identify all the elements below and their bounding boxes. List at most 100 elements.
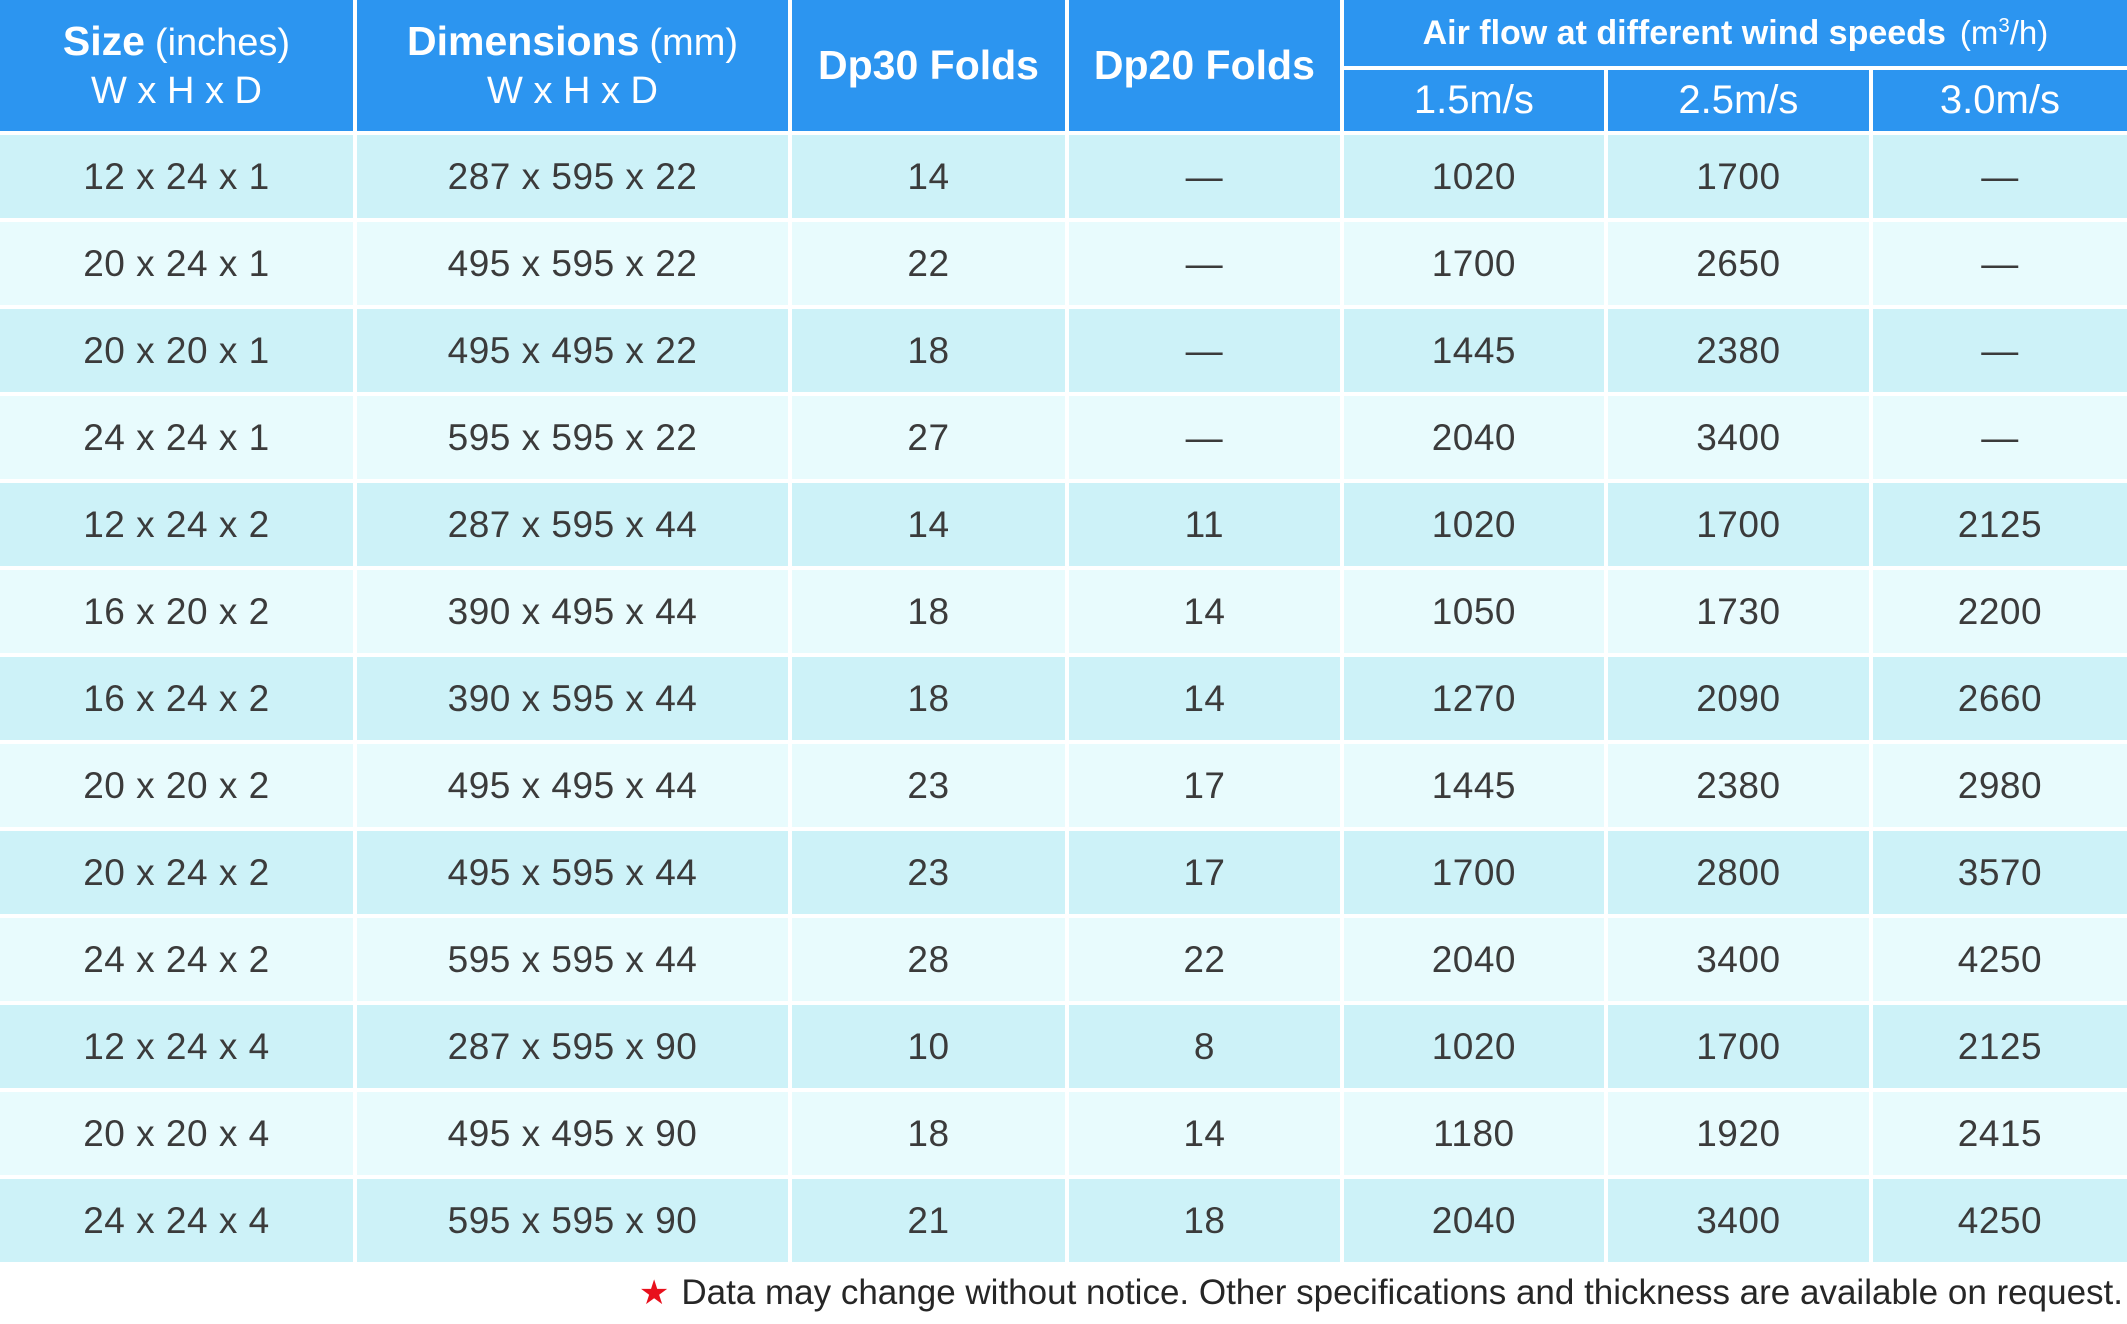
- cell-dimensions: 287 x 595 x 90: [356, 1005, 789, 1088]
- cell-flow-1-5ms: 1050: [1343, 570, 1604, 653]
- cell-flow-2-5ms: 3400: [1607, 918, 1869, 1001]
- cell-flow-1-5ms: 1020: [1343, 483, 1604, 566]
- dimensions-header-unit: (mm): [649, 22, 739, 64]
- cell-dimensions: 595 x 595 x 22: [356, 396, 789, 479]
- cell-flow-2-5ms: 2090: [1607, 657, 1869, 740]
- airflow-unit-open: (m: [1959, 14, 1999, 51]
- cell-dp20-folds: 17: [1068, 831, 1340, 914]
- cell-flow-1-5ms: 1020: [1343, 1005, 1604, 1088]
- cell-size: 24 x 24 x 2: [0, 918, 353, 1001]
- cell-dimensions: 495 x 495 x 44: [356, 744, 789, 827]
- cell-flow-3-0ms: 4250: [1872, 1179, 2127, 1262]
- dimensions-header-title: Dimensions: [407, 18, 640, 64]
- cell-flow-1-5ms: 2040: [1343, 396, 1604, 479]
- cell-dp20-folds: 8: [1068, 1005, 1340, 1088]
- cell-size: 12 x 24 x 1: [0, 135, 353, 218]
- airflow-header-title: Air flow at different wind speeds: [1422, 13, 1946, 52]
- cell-dimensions: 495 x 495 x 90: [356, 1092, 789, 1175]
- footnote-text: Data may change without notice. Other sp…: [681, 1273, 2123, 1312]
- cell-flow-1-5ms: 1180: [1343, 1092, 1604, 1175]
- cell-size: 24 x 24 x 1: [0, 396, 353, 479]
- cell-dp20-folds: —: [1068, 396, 1340, 479]
- cell-dimensions: 595 x 595 x 90: [356, 1179, 789, 1262]
- cell-flow-3-0ms: 2980: [1872, 744, 2127, 827]
- cell-dp30-folds: 14: [792, 135, 1065, 218]
- cell-size: 20 x 20 x 2: [0, 744, 353, 827]
- cell-dp20-folds: 18: [1068, 1179, 1340, 1262]
- cell-flow-2-5ms: 2800: [1607, 831, 1869, 914]
- column-header-dimensions: Dimensions (mm) W x H x D: [356, 0, 789, 131]
- cell-dp30-folds: 28: [792, 918, 1065, 1001]
- column-header-speed-1-5: 1.5m/s: [1343, 70, 1604, 131]
- cell-dp30-folds: 18: [792, 570, 1065, 653]
- cell-dp20-folds: 22: [1068, 918, 1340, 1001]
- cell-flow-1-5ms: 1700: [1343, 222, 1604, 305]
- cell-flow-1-5ms: 1020: [1343, 135, 1604, 218]
- cell-dp30-folds: 18: [792, 1092, 1065, 1175]
- cell-dp30-folds: 18: [792, 309, 1065, 392]
- cell-flow-2-5ms: 1730: [1607, 570, 1869, 653]
- cell-dp20-folds: —: [1068, 135, 1340, 218]
- cell-flow-3-0ms: 2125: [1872, 1005, 2127, 1088]
- cell-flow-3-0ms: —: [1872, 396, 2127, 479]
- cell-size: 12 x 24 x 2: [0, 483, 353, 566]
- cell-dp20-folds: —: [1068, 222, 1340, 305]
- cell-flow-3-0ms: —: [1872, 309, 2127, 392]
- dimensions-header-sub: W x H x D: [487, 69, 658, 112]
- cell-flow-2-5ms: 1700: [1607, 135, 1869, 218]
- star-icon: ★: [638, 1274, 670, 1312]
- cell-dimensions: 390 x 495 x 44: [356, 570, 789, 653]
- cell-flow-2-5ms: 2380: [1607, 744, 1869, 827]
- cell-flow-1-5ms: 1270: [1343, 657, 1604, 740]
- cell-dp30-folds: 23: [792, 831, 1065, 914]
- column-header-dp20-folds: Dp20 Folds: [1068, 0, 1340, 131]
- size-header-sub: W x H x D: [90, 69, 262, 112]
- column-header-speed-2-5: 2.5m/s: [1607, 70, 1869, 131]
- cell-flow-1-5ms: 1445: [1343, 309, 1604, 392]
- cell-size: 20 x 20 x 1: [0, 309, 353, 392]
- cell-size: 20 x 20 x 4: [0, 1092, 353, 1175]
- cell-dp20-folds: 11: [1068, 483, 1340, 566]
- cell-flow-1-5ms: 2040: [1343, 918, 1604, 1001]
- footnote: ★ Data may change without notice. Other …: [0, 1262, 2127, 1324]
- column-header-size: Size (inches) W x H x D: [0, 0, 353, 131]
- cell-flow-2-5ms: 3400: [1607, 1179, 1869, 1262]
- cell-dimensions: 390 x 595 x 44: [356, 657, 789, 740]
- cell-flow-3-0ms: 4250: [1872, 918, 2127, 1001]
- cell-flow-1-5ms: 1445: [1343, 744, 1604, 827]
- cell-dp20-folds: 14: [1068, 657, 1340, 740]
- cell-dp30-folds: 27: [792, 396, 1065, 479]
- cell-dp30-folds: 21: [792, 1179, 1065, 1262]
- cell-flow-3-0ms: 2125: [1872, 483, 2127, 566]
- cell-dp20-folds: —: [1068, 309, 1340, 392]
- cell-flow-2-5ms: 2380: [1607, 309, 1869, 392]
- cell-size: 12 x 24 x 4: [0, 1005, 353, 1088]
- cell-flow-2-5ms: 1700: [1607, 1005, 1869, 1088]
- cell-dimensions: 287 x 595 x 44: [356, 483, 789, 566]
- cell-flow-3-0ms: 2660: [1872, 657, 2127, 740]
- cell-size: 20 x 24 x 1: [0, 222, 353, 305]
- size-header-unit: (inches): [154, 22, 291, 64]
- column-header-speed-3-0: 3.0m/s: [1872, 70, 2127, 131]
- cell-flow-2-5ms: 1920: [1607, 1092, 1869, 1175]
- dimensions-header-line1: Dimensions (mm): [407, 16, 738, 68]
- cell-dp20-folds: 17: [1068, 744, 1340, 827]
- cell-flow-3-0ms: —: [1872, 135, 2127, 218]
- column-header-airflow: Air flow at different wind speeds (m3/h): [1343, 0, 2127, 66]
- airflow-unit-close: /h): [2009, 14, 2049, 51]
- cell-flow-2-5ms: 1700: [1607, 483, 1869, 566]
- cell-dimensions: 495 x 595 x 22: [356, 222, 789, 305]
- airflow-unit-sup: 3: [1998, 14, 2010, 37]
- cell-flow-3-0ms: 3570: [1872, 831, 2127, 914]
- cell-flow-1-5ms: 2040: [1343, 1179, 1604, 1262]
- size-header-line1: Size (inches): [63, 16, 290, 68]
- cell-dp30-folds: 23: [792, 744, 1065, 827]
- cell-dp20-folds: 14: [1068, 1092, 1340, 1175]
- size-header-title: Size: [62, 18, 145, 64]
- cell-size: 16 x 24 x 2: [0, 657, 353, 740]
- cell-size: 24 x 24 x 4: [0, 1179, 353, 1262]
- cell-dimensions: 495 x 495 x 22: [356, 309, 789, 392]
- cell-dp30-folds: 18: [792, 657, 1065, 740]
- cell-flow-3-0ms: 2415: [1872, 1092, 2127, 1175]
- column-header-dp30-folds: Dp30 Folds: [792, 0, 1065, 131]
